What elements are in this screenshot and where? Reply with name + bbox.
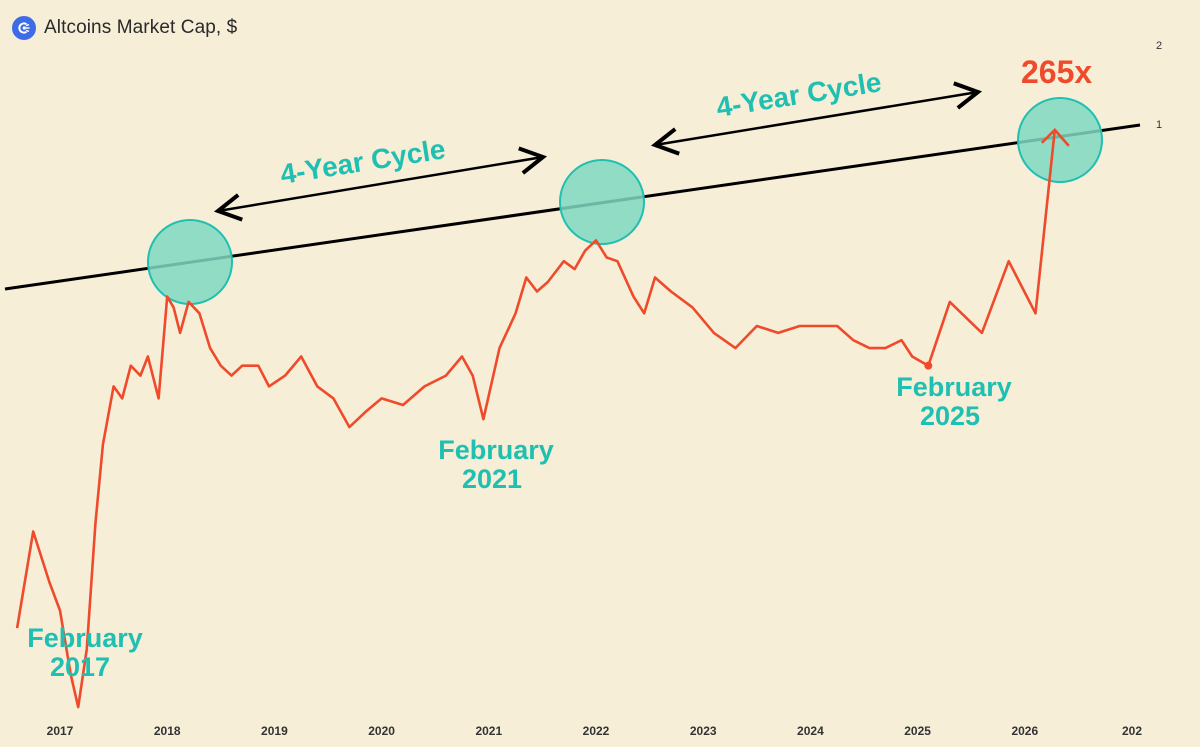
peak-circle-2018 — [147, 219, 233, 305]
cycle-arrow-2 — [650, 81, 983, 156]
multiplier-label: 265x — [1021, 54, 1092, 90]
x-tick-label: 2020 — [368, 724, 395, 738]
chart-header: Altcoins Market Cap, $ — [12, 16, 237, 40]
y-tick-label: 1 — [1156, 119, 1162, 131]
projection-arrow-tip — [1040, 127, 1070, 147]
y-tick-label: 2 — [1156, 40, 1162, 52]
annotation-feb-2025-month: February — [896, 372, 1012, 402]
projected-peak-circle — [1017, 97, 1103, 183]
peak-circle-2022 — [559, 159, 645, 245]
x-axis: 2017 2018 2019 2020 2021 2022 2023 2024 2025 2026… — [47, 724, 1143, 738]
annotation-feb-2025-year: 2025 — [920, 401, 980, 431]
x-tick-label: 2019 — [261, 724, 288, 738]
x-tick-label: 2026 — [1011, 724, 1038, 738]
annotation-feb-2017-month: February — [27, 623, 143, 653]
coin-logo-icon — [12, 16, 36, 40]
annotation-feb-2021-month: February — [438, 435, 554, 465]
annotation-feb-2021-year: 2021 — [462, 464, 522, 494]
x-tick-label: 2022 — [583, 724, 610, 738]
x-tick-label: 202 — [1122, 724, 1142, 738]
x-tick-label: 2021 — [475, 724, 502, 738]
x-tick-label: 2024 — [797, 724, 824, 738]
latest-price-point — [924, 361, 933, 370]
price-series — [15, 129, 1057, 709]
projection-arrowhead — [1040, 127, 1070, 147]
cycle-arrow-1 — [213, 146, 548, 222]
cycle-label-2: 4-Year Cycle — [714, 66, 883, 123]
annotation-feb-2017-year: 2017 — [50, 652, 110, 682]
chart-title: Altcoins Market Cap, $ — [44, 17, 238, 38]
x-tick-label: 2023 — [690, 724, 717, 738]
cycle-label-1: 4-Year Cycle — [278, 133, 447, 190]
x-tick-label: 2017 — [47, 724, 74, 738]
price-line — [15, 129, 1057, 709]
x-tick-label: 2018 — [154, 724, 181, 738]
x-tick-label: 2025 — [904, 724, 931, 738]
